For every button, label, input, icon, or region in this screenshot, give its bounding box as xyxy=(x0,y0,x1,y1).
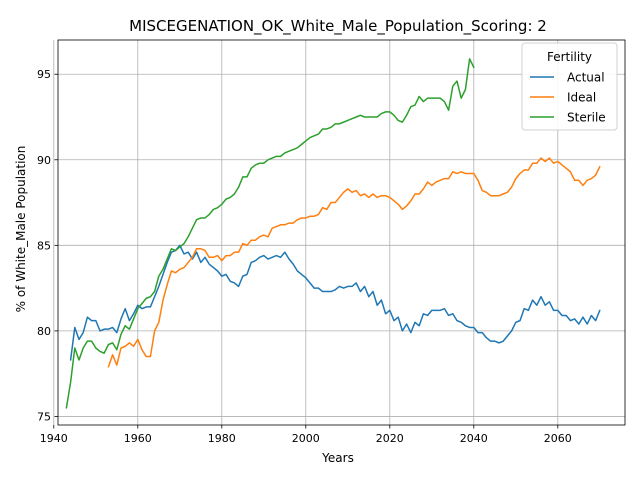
x-axis-label: Years xyxy=(321,451,354,465)
legend-frame xyxy=(521,42,618,131)
ticks: 1940 1960 1980 2000 2020 2040 2060 75 80 85 90 95 xyxy=(37,68,572,445)
y-tick-label: 90 xyxy=(37,154,51,167)
y-axis-label: % of White_Male Population xyxy=(14,146,28,313)
x-tick-label: 2020 xyxy=(376,432,404,445)
y-tick-label: 85 xyxy=(37,239,51,252)
series-line-ideal xyxy=(107,157,601,368)
x-tick-label: 1980 xyxy=(208,432,236,445)
legend-title: Fertility xyxy=(547,50,592,64)
y-tick-label: 80 xyxy=(37,325,51,338)
legend: Fertility Actual Ideal Sterile xyxy=(521,42,618,131)
y-tick-label: 95 xyxy=(37,68,51,81)
axes xyxy=(57,39,626,426)
legend-label-ideal: Ideal xyxy=(567,91,596,105)
x-tick-label: 2000 xyxy=(292,432,320,445)
x-tick-label: 1940 xyxy=(40,432,68,445)
y-tick-label: 75 xyxy=(37,410,51,423)
grid xyxy=(53,40,625,425)
axes-frame xyxy=(57,39,626,426)
series-line-sterile xyxy=(65,58,475,409)
series-line-actual xyxy=(69,244,601,361)
legend-label-actual: Actual xyxy=(567,71,605,85)
chart-title: MISCEGENATION_OK_White_Male_Population_S… xyxy=(129,17,547,36)
legend-label-sterile: Sterile xyxy=(567,111,606,125)
x-tick-label: 2040 xyxy=(460,432,488,445)
x-tick-label: 1960 xyxy=(124,432,152,445)
series-group xyxy=(65,58,601,409)
x-tick-label: 2060 xyxy=(544,432,572,445)
